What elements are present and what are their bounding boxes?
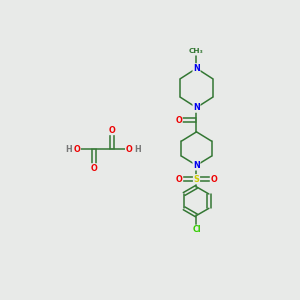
Text: H: H	[65, 145, 72, 154]
Text: H: H	[134, 145, 141, 154]
Text: N: N	[193, 161, 200, 170]
Text: N: N	[193, 64, 200, 73]
Text: S: S	[194, 175, 200, 184]
Text: N: N	[193, 103, 200, 112]
Text: O: O	[175, 116, 182, 125]
Text: O: O	[176, 175, 182, 184]
Text: Cl: Cl	[192, 225, 201, 234]
Text: O: O	[210, 175, 217, 184]
Text: O: O	[126, 145, 132, 154]
Text: CH₃: CH₃	[189, 48, 204, 54]
Text: O: O	[109, 125, 116, 134]
Text: O: O	[74, 145, 80, 154]
Text: O: O	[90, 164, 97, 173]
